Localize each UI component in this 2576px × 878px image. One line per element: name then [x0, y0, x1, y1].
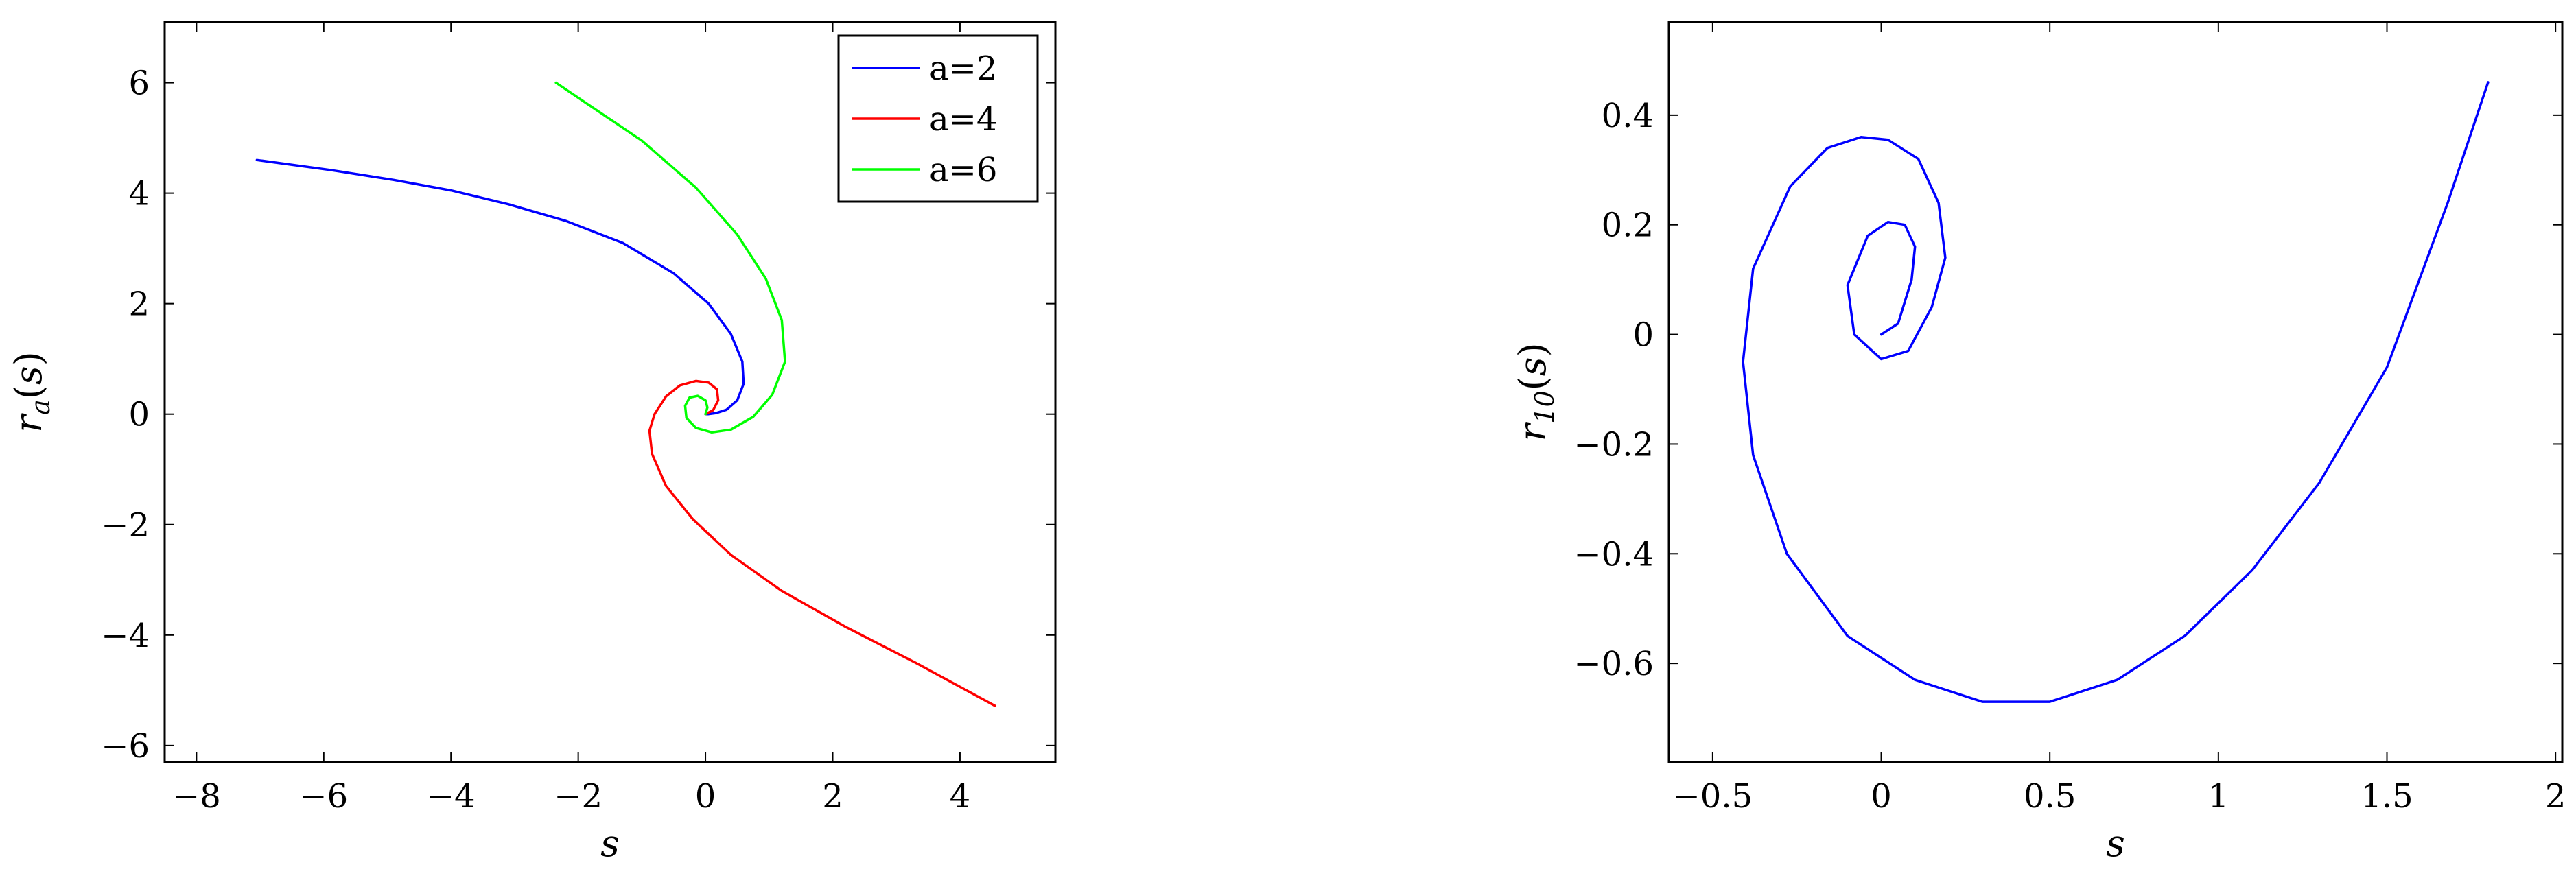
y-tick-label: −4	[101, 617, 150, 655]
x-tick-label: 1	[2208, 777, 2229, 816]
x-axis-label: s	[2106, 822, 2125, 865]
x-tick-label: 2	[822, 777, 843, 816]
y-tick-label: 0.2	[1602, 206, 1654, 245]
x-tick-label: −4	[427, 777, 476, 816]
y-tick-label: −2	[101, 506, 150, 545]
chart-right: −0.5 0 0.5 1 1.5 2 −0.6 −0.4 −0.2 0 0.2 0.4 s r10(s)	[1511, 21, 2566, 865]
legend-label: a=2	[929, 49, 997, 88]
y-tick-label: −6	[101, 727, 150, 766]
plot-frame	[1667, 21, 2564, 763]
y-axis-label: r10(s)	[1511, 342, 1560, 441]
series-line-1-0	[1742, 81, 2490, 703]
series-line-0-2	[554, 81, 786, 434]
x-axis-label: s	[600, 822, 620, 865]
x-tick-label: 1.5	[2361, 777, 2413, 816]
y-tick-label: 0	[1632, 316, 1654, 355]
x-tick-label: −2	[554, 777, 602, 816]
legend-label: a=4	[929, 100, 997, 139]
y-tick-label: 6	[128, 64, 150, 103]
y-tick-label: 4	[128, 175, 150, 213]
chart-left: −8 −6 −4 −2 0 2 4 −6 −4 −2 0 2 4 6 s ra(s) a=2 a=4 a=6	[7, 21, 1057, 865]
y-tick-label: 0.4	[1602, 97, 1654, 135]
x-tick-label: 0	[1871, 777, 1892, 816]
x-tick-label: 4	[950, 777, 971, 816]
y-axis-label: ra(s)	[7, 351, 56, 432]
y-tick-label: −0.2	[1573, 425, 1654, 464]
x-tick-label: 0.5	[2024, 777, 2076, 816]
x-tick-label: −0.5	[1673, 777, 1753, 816]
x-tick-label: 2	[2545, 777, 2566, 816]
y-tick-label: −0.4	[1573, 535, 1654, 573]
series-line-0-1	[648, 379, 996, 707]
x-tick-label: 0	[695, 777, 716, 816]
y-tick-label: −0.6	[1573, 645, 1654, 683]
x-tick-label: −8	[172, 777, 221, 816]
plot-frame	[163, 21, 1057, 763]
series-line-0-0	[255, 158, 745, 416]
y-tick-label: 0	[128, 396, 150, 434]
legend-label: a=6	[929, 151, 997, 189]
y-tick-label: 2	[128, 285, 150, 324]
x-tick-label: −6	[299, 777, 348, 816]
